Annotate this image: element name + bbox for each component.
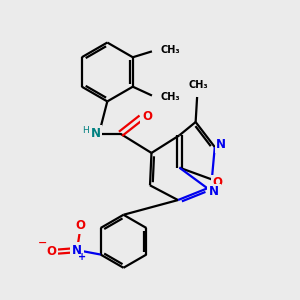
Text: −: −	[38, 238, 47, 248]
Text: N: N	[216, 138, 226, 151]
Text: N: N	[72, 244, 82, 256]
Text: O: O	[75, 219, 85, 232]
Text: O: O	[142, 110, 152, 123]
Text: O: O	[46, 245, 56, 258]
Text: CH₃: CH₃	[160, 92, 180, 102]
Text: H: H	[82, 126, 88, 135]
Text: CH₃: CH₃	[189, 80, 208, 90]
Text: N: N	[91, 127, 100, 140]
Text: +: +	[78, 253, 86, 262]
Text: O: O	[213, 176, 223, 190]
Text: CH₃: CH₃	[160, 45, 180, 55]
Text: N: N	[209, 185, 219, 198]
